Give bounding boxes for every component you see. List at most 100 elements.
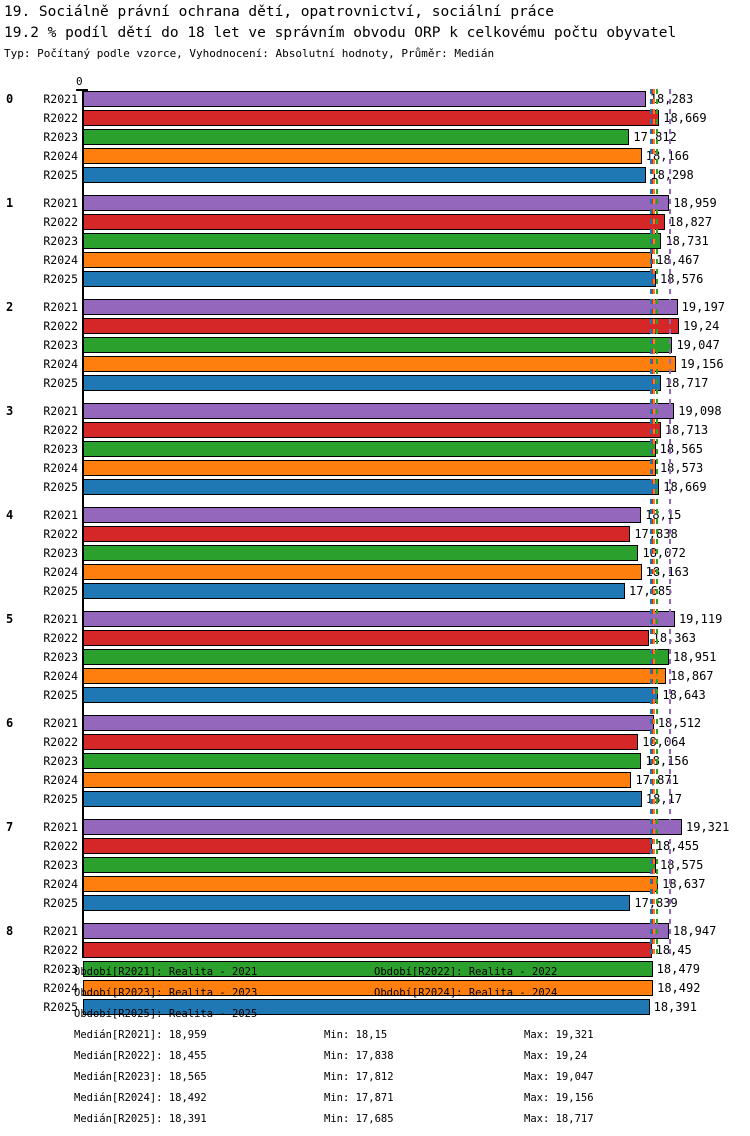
series-row-label: R2023: [43, 546, 78, 560]
bar-row: R2024 18,637: [0, 875, 750, 894]
bar[interactable]: [83, 318, 680, 334]
bar-row: 2 R2021 19,197: [0, 298, 750, 317]
bar[interactable]: [83, 422, 661, 438]
bar[interactable]: [83, 545, 639, 561]
bar-value-label: 19,098: [678, 404, 722, 418]
bar[interactable]: [83, 110, 660, 126]
bar-value-label: 19,047: [676, 338, 720, 352]
bar[interactable]: [83, 479, 660, 495]
series-row-label: R2024: [43, 461, 78, 475]
median-line-r2025: [649, 89, 652, 958]
bar[interactable]: [83, 923, 669, 939]
bar[interactable]: [83, 895, 631, 911]
statistics-row: Medián[R2022]: 18,455 Min: 17,838 Max: 19,…: [0, 1046, 750, 1067]
bar[interactable]: [83, 857, 656, 873]
bar[interactable]: [83, 91, 646, 107]
bar[interactable]: [83, 753, 642, 769]
bar-value-label: 18,669: [663, 480, 707, 494]
bar[interactable]: [83, 271, 657, 287]
bar[interactable]: [83, 819, 682, 835]
legend-row: Období[R2023]: Realita - 2023 Období[R202…: [0, 983, 750, 1004]
series-row-label: R2024: [43, 669, 78, 683]
bar[interactable]: [83, 460, 656, 476]
bar[interactable]: [83, 441, 656, 457]
bar[interactable]: [83, 942, 652, 958]
page-title: 19. Sociálně právní ochrana dětí, opatro…: [4, 4, 554, 20]
bar[interactable]: [83, 649, 670, 665]
series-row-label: R2022: [43, 423, 78, 437]
bar[interactable]: [83, 403, 675, 419]
stat-min: Min: 17,871: [324, 1092, 394, 1104]
bar[interactable]: [83, 337, 673, 353]
group-index-label: 0: [6, 92, 14, 106]
series-row-label: R2024: [43, 773, 78, 787]
bar[interactable]: [83, 526, 631, 542]
bar-row: R2022 18,827: [0, 213, 750, 232]
bar[interactable]: [83, 299, 678, 315]
series-row-label: R2025: [43, 376, 78, 390]
bar[interactable]: [83, 611, 675, 627]
bar[interactable]: [83, 252, 653, 268]
series-row-label: R2021: [43, 612, 78, 626]
bar-value-label: 19,321: [686, 820, 730, 834]
stat-median: Medián[R2022]: 18,455: [74, 1050, 207, 1062]
bar[interactable]: [83, 876, 659, 892]
bar-value-label: 19,156: [680, 357, 724, 371]
bar[interactable]: [83, 734, 639, 750]
bar-group: 5 R2021 19,119 R2022 18,363 R2023 18,951 R2024 1…: [0, 610, 750, 705]
bar[interactable]: [83, 564, 642, 580]
bar[interactable]: [83, 195, 670, 211]
bar[interactable]: [83, 167, 647, 183]
bar[interactable]: [83, 356, 677, 372]
series-row-label: R2022: [43, 527, 78, 541]
bar[interactable]: [83, 715, 654, 731]
bar[interactable]: [83, 507, 642, 523]
series-row-label: R2022: [43, 943, 78, 957]
stat-min: Min: 17,812: [324, 1071, 394, 1083]
legend-row: Období[R2025]: Realita - 2025: [0, 1004, 750, 1025]
bar-group: 6 R2021 18,512 R202218,064R202318,156R20241…: [0, 714, 750, 809]
statistics-block: Medián[R2021]: 18,959 Min: 18,15 Max: 19,3…: [0, 1025, 750, 1130]
bar-row: R2023 18,072: [0, 544, 750, 563]
series-row-label: R2023: [43, 234, 78, 248]
group-index-label: 7: [6, 820, 14, 834]
chart-header: 19. Sociálně právní ochrana dětí, opatro…: [4, 2, 748, 62]
bar[interactable]: [83, 999, 650, 1015]
bar[interactable]: [83, 129, 630, 145]
bar[interactable]: [83, 791, 642, 807]
bar-group: 7 R2021 19,321 R2022 18,455 R2023 18,575 R2024 1…: [0, 818, 750, 913]
bar[interactable]: [83, 687, 659, 703]
series-row-label: R2025: [43, 584, 78, 598]
bar[interactable]: [83, 772, 632, 788]
series-row-label: R2021: [43, 820, 78, 834]
series-row-label: R2021: [43, 716, 78, 730]
bar-row: R2022 18,064: [0, 733, 750, 752]
stat-max: Max: 19,321: [524, 1029, 594, 1041]
group-index-label: 6: [6, 716, 14, 730]
bar[interactable]: [83, 214, 665, 230]
bar-value-label: 18,717: [664, 376, 709, 390]
legend-row: Období[R2021]: Realita - 2021 Období[R202…: [0, 962, 750, 983]
series-row-label: R2024: [43, 981, 78, 995]
series-row-label: R2024: [43, 149, 78, 163]
bar-value-label: 18,455: [655, 839, 700, 853]
bar-row: R2024 18,166: [0, 147, 750, 166]
bar-value-label: 18,947: [672, 924, 717, 938]
bar[interactable]: [83, 375, 661, 391]
series-row-label: R2025: [43, 688, 78, 702]
chart-meta-line: Typ: Počítaný podle vzorce, Vyhodnocení:…: [4, 47, 495, 60]
bar[interactable]: [83, 630, 649, 646]
bar[interactable]: [83, 838, 652, 854]
bar-value-label: 18,575: [660, 858, 704, 872]
bar-row: R202517,839: [0, 894, 750, 913]
series-row-label: R2023: [43, 338, 78, 352]
bar[interactable]: [83, 148, 642, 164]
bar[interactable]: [83, 668, 667, 684]
series-row-label: R2022: [43, 839, 78, 853]
bar[interactable]: [83, 583, 625, 599]
bar[interactable]: [83, 233, 662, 249]
group-index-label: 3: [6, 404, 14, 418]
bar-value-label: 18,643: [662, 688, 706, 702]
bar[interactable]: [83, 980, 654, 996]
bar[interactable]: [83, 961, 653, 977]
